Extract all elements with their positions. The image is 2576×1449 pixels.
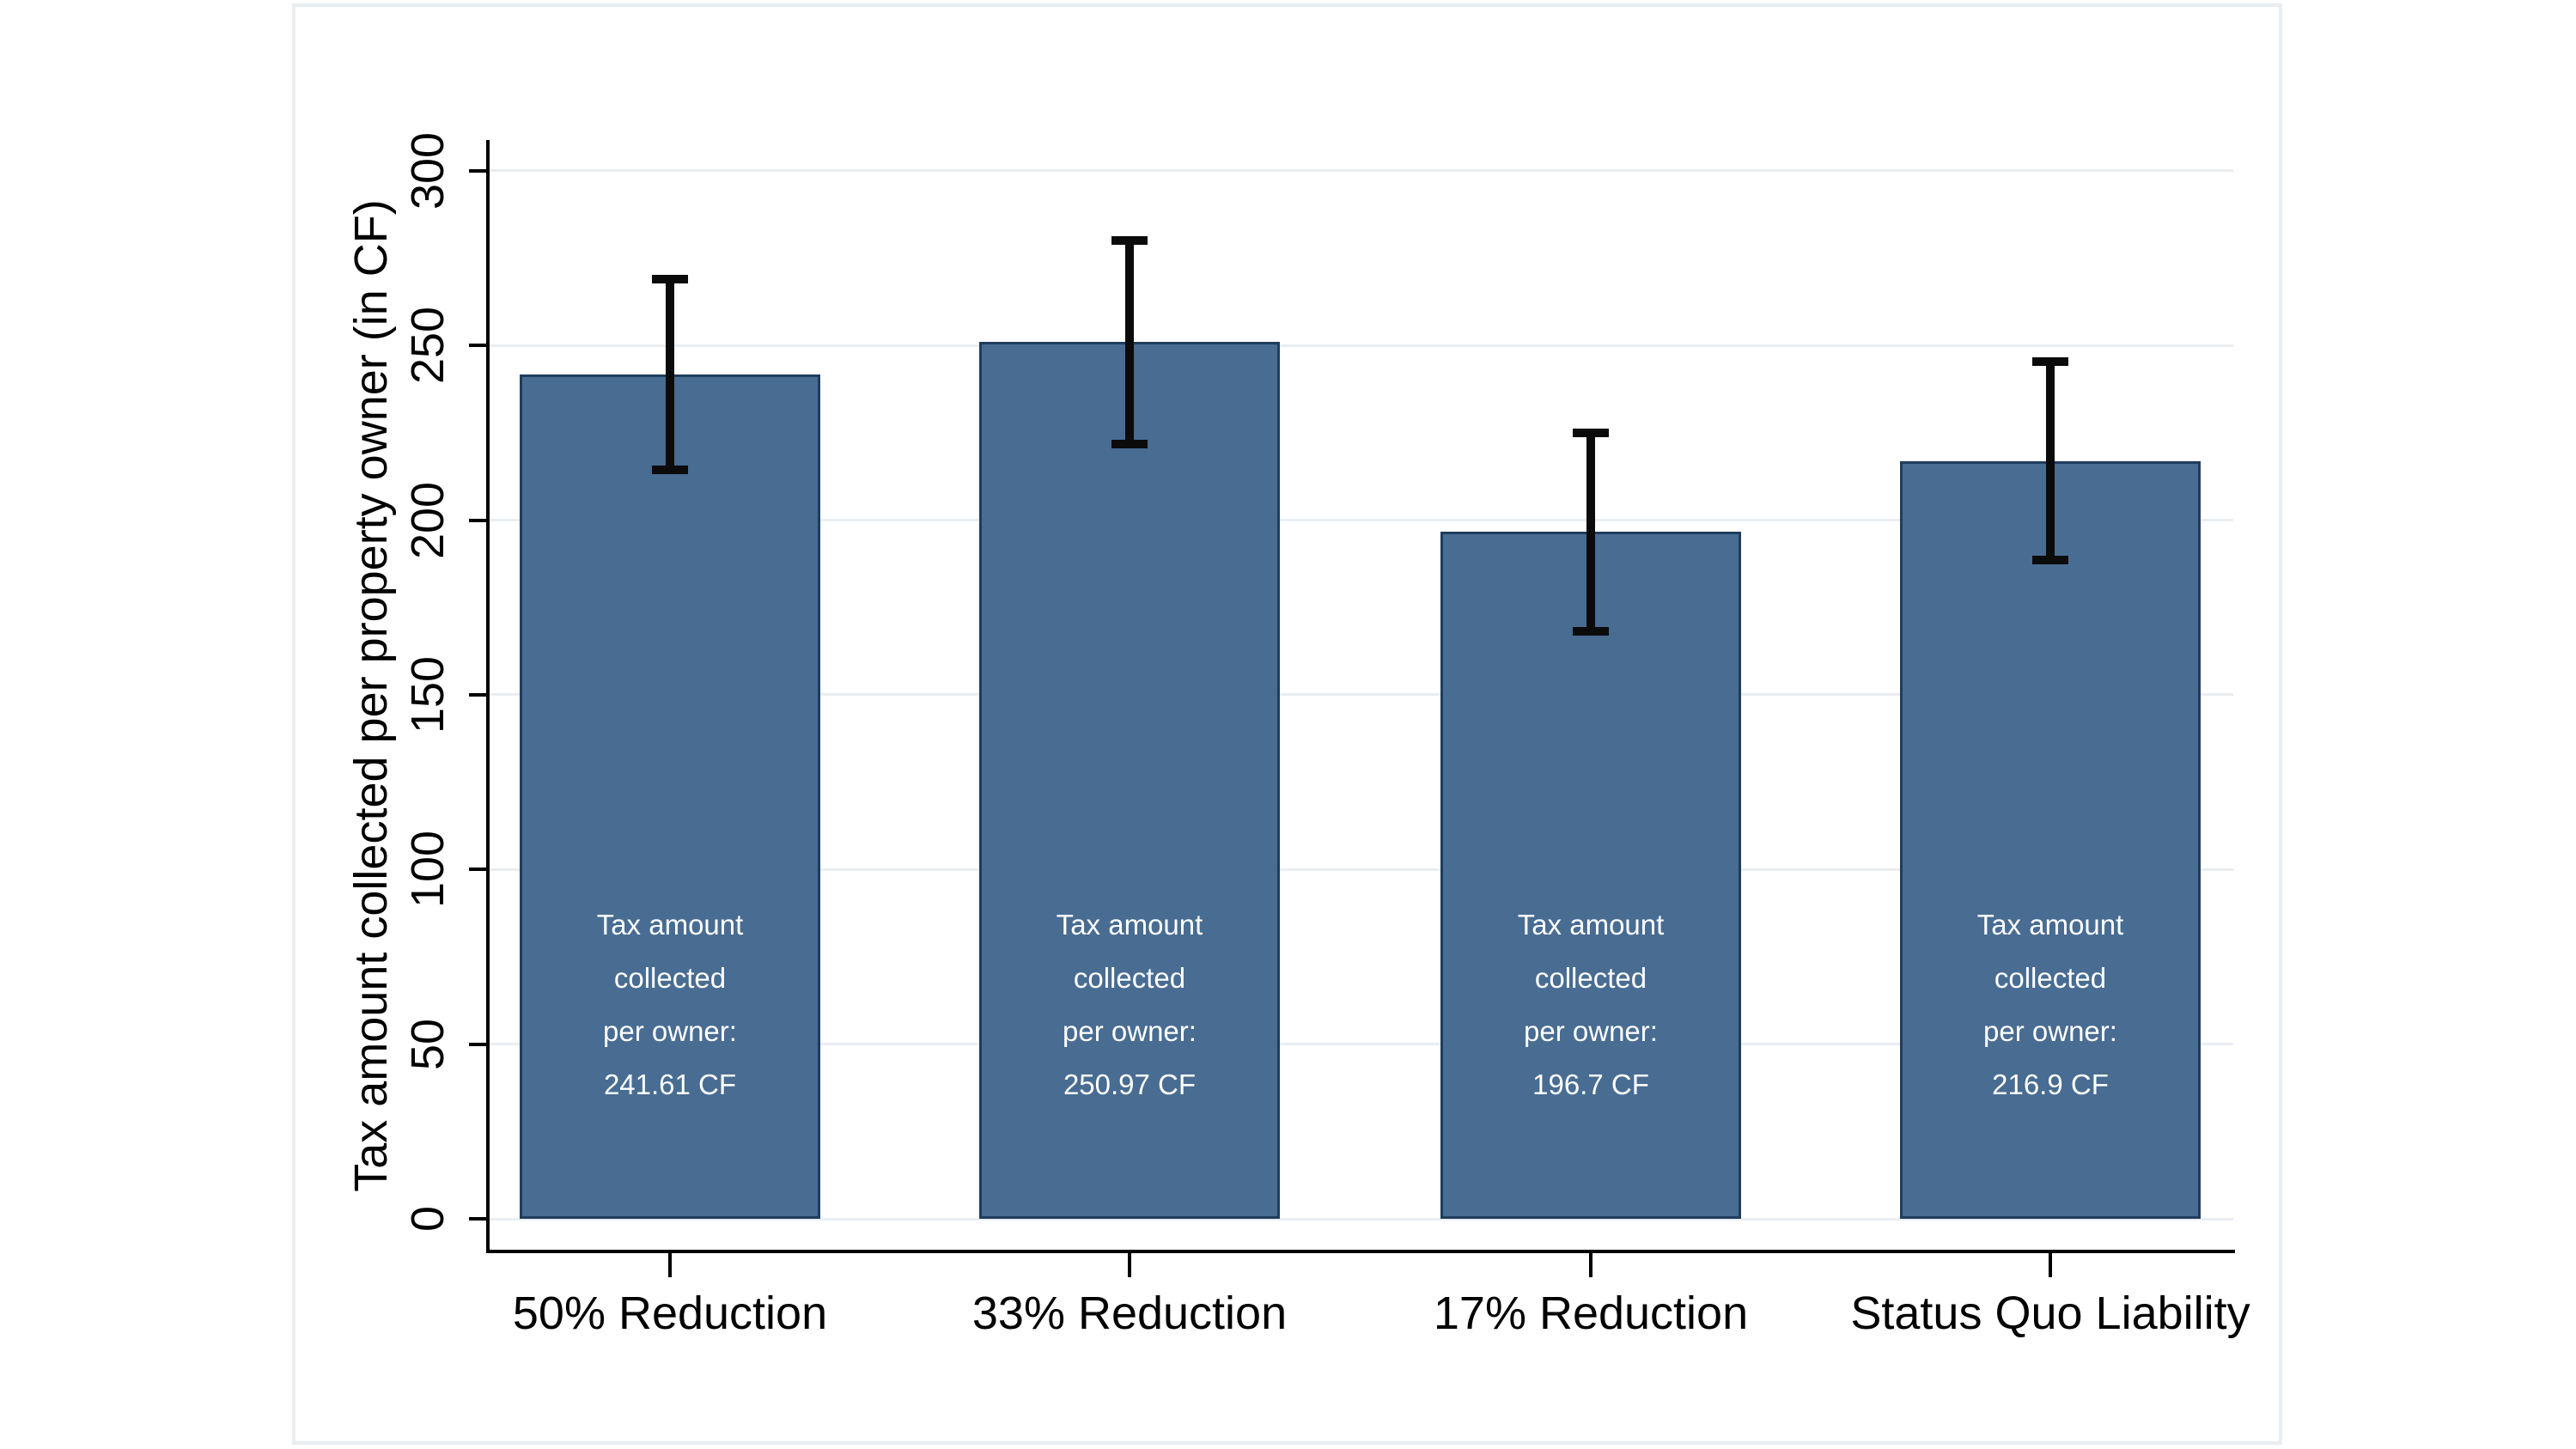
x-tick-17-reduction [1589, 1250, 1592, 1277]
x-tick-label-17-reduction: 17% Reduction [1433, 1288, 1749, 1339]
error-bar-50-reduction [666, 279, 674, 471]
y-tick-label-300: 300 [402, 131, 454, 210]
gridline-300 [490, 169, 2233, 173]
error-bar-cap-top-17-reduction [1573, 428, 1609, 437]
bar-value-label-33-reduction: Tax amount collected per owner: 250.97 C… [1056, 909, 1203, 1100]
bar-value-label-17-reduction: Tax amount collected per owner: 196.7 CF [1517, 909, 1665, 1100]
gridline-200 [490, 519, 2233, 522]
x-tick-status-quo-liability [2049, 1250, 2052, 1277]
y-axis-title: Tax amount collected per property owner … [345, 199, 397, 1192]
bar-50-reduction [520, 374, 820, 1219]
gridline-100 [490, 868, 2233, 871]
error-bar-cap-bottom-17-reduction [1573, 626, 1609, 636]
y-tick-250 [469, 344, 488, 348]
error-bar-cap-top-50-reduction [652, 275, 688, 284]
y-tick-label-50: 50 [402, 1018, 454, 1070]
error-bar-17-reduction [1586, 432, 1595, 631]
error-bar-33-reduction [1125, 240, 1134, 444]
x-tick-label-status-quo-liability: Status Quo Liability [1850, 1288, 2250, 1339]
y-tick-100 [469, 868, 488, 872]
y-tick-300 [469, 168, 488, 173]
y-tick-label-150: 150 [402, 655, 454, 734]
gridline-50 [490, 1043, 2233, 1046]
error-bar-cap-bottom-50-reduction [652, 466, 688, 475]
y-tick-label-200: 200 [402, 481, 454, 559]
y-tick-label-0: 0 [402, 1205, 454, 1233]
gridline-150 [490, 693, 2233, 697]
bar-33-reduction [979, 342, 1280, 1219]
y-tick-50 [469, 1042, 488, 1046]
error-bar-cap-top-33-reduction [1111, 235, 1148, 245]
x-tick-label-33-reduction: 33% Reduction [971, 1288, 1288, 1339]
x-tick-33-reduction [1128, 1250, 1131, 1277]
y-tick-150 [469, 692, 488, 697]
x-tick-50-reduction [668, 1250, 672, 1277]
y-tick-200 [469, 518, 488, 522]
x-axis-line [486, 1250, 2235, 1253]
bar-17-reduction [1440, 532, 1741, 1219]
y-tick-0 [469, 1217, 488, 1221]
y-axis-line [486, 140, 490, 1253]
error-bar-cap-top-status-quo-liability [2032, 357, 2068, 367]
y-tick-label-100: 100 [402, 831, 454, 909]
y-tick-label-250: 250 [402, 307, 454, 385]
bar-value-label-status-quo-liability: Tax amount collected per owner: 216.9 CF [1976, 909, 2124, 1100]
x-tick-label-50-reduction: 50% Reduction [512, 1288, 828, 1339]
error-bar-cap-bottom-33-reduction [1111, 440, 1148, 448]
error-bar-status-quo-liability [2046, 362, 2055, 561]
gridline-250 [490, 344, 2233, 347]
error-bar-cap-bottom-status-quo-liability [2032, 556, 2068, 565]
gridline-0 [490, 1217, 2233, 1221]
bar-status-quo-liability [1900, 460, 2201, 1219]
bar-value-label-50-reduction: Tax amount collected per owner: 241.61 C… [596, 909, 744, 1100]
